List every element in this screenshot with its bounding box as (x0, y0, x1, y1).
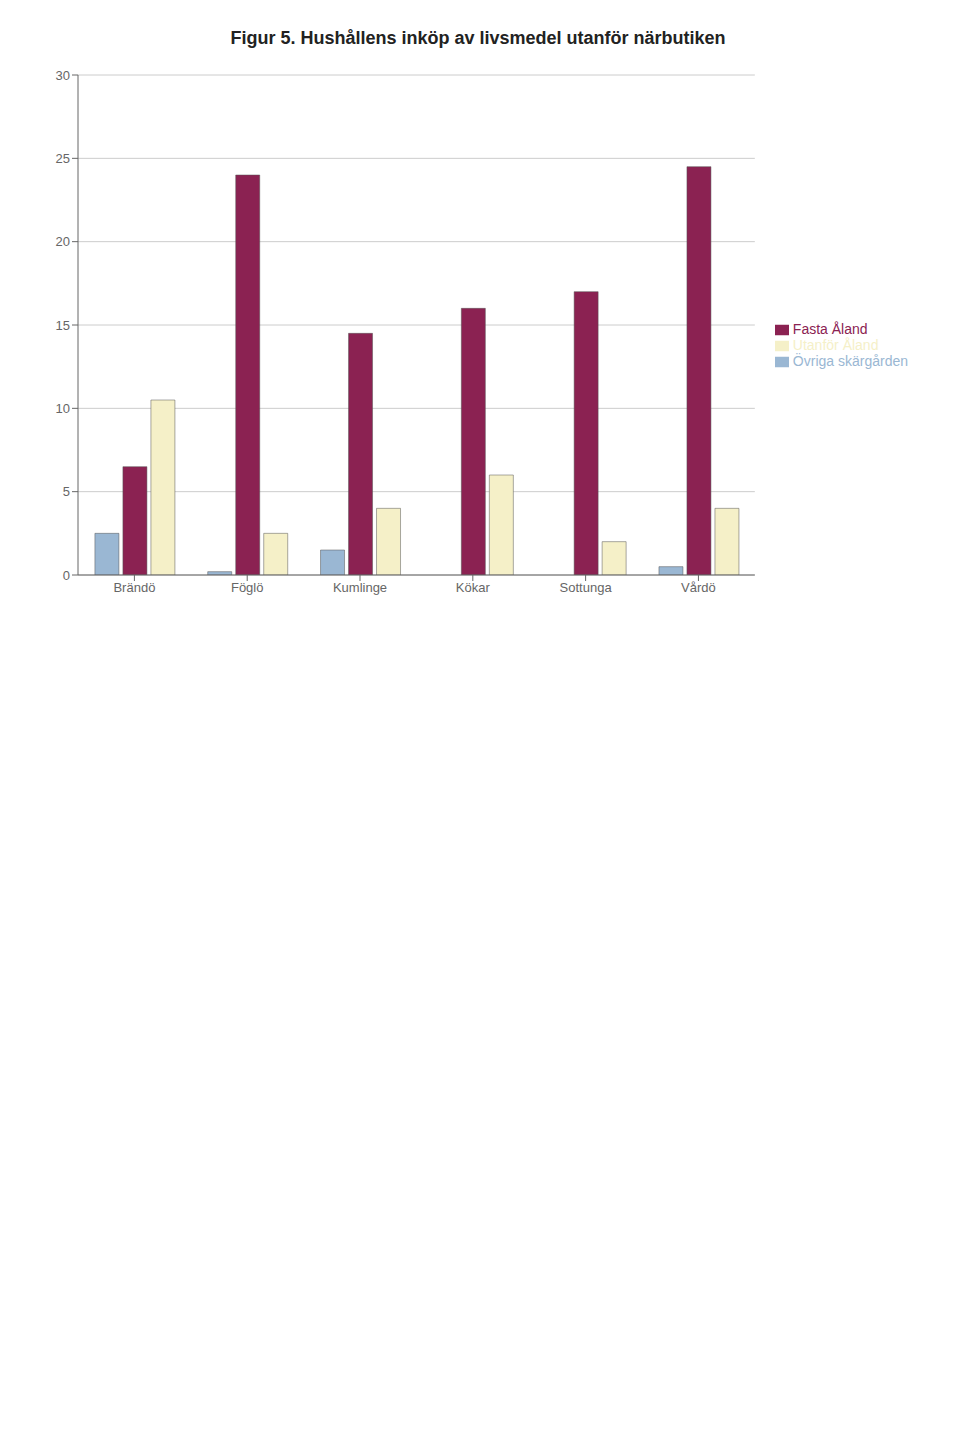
svg-text:Vårdö: Vårdö (681, 580, 716, 595)
html-text:Övriga skärgården: Övriga skärgården (792, 353, 908, 370)
html-text:Utanför Åland: Utanför Åland (792, 336, 879, 353)
svg-text:Brändö: Brändö (113, 580, 155, 595)
svg-text:0: 0 (63, 568, 70, 583)
svg-text:10: 10 (56, 401, 70, 416)
svg-text:20: 20 (56, 234, 70, 249)
html-text:Figur 5. Hushållens inköp av l: Figur 5. Hushållens inköp av livsmedel u… (230, 28, 726, 48)
svg-text:25: 25 (56, 151, 70, 166)
svg-text:Föglö: Föglö (231, 580, 264, 595)
svg-text:Sottunga: Sottunga (560, 580, 613, 595)
svg-text:30: 30 (56, 68, 70, 83)
svg-text:15: 15 (56, 318, 70, 333)
svg-text:Kökar: Kökar (456, 580, 491, 595)
svg-text:5: 5 (63, 484, 70, 499)
svg-text:Kumlinge: Kumlinge (333, 580, 387, 595)
html-text:Fasta Åland: Fasta Åland (792, 320, 868, 337)
